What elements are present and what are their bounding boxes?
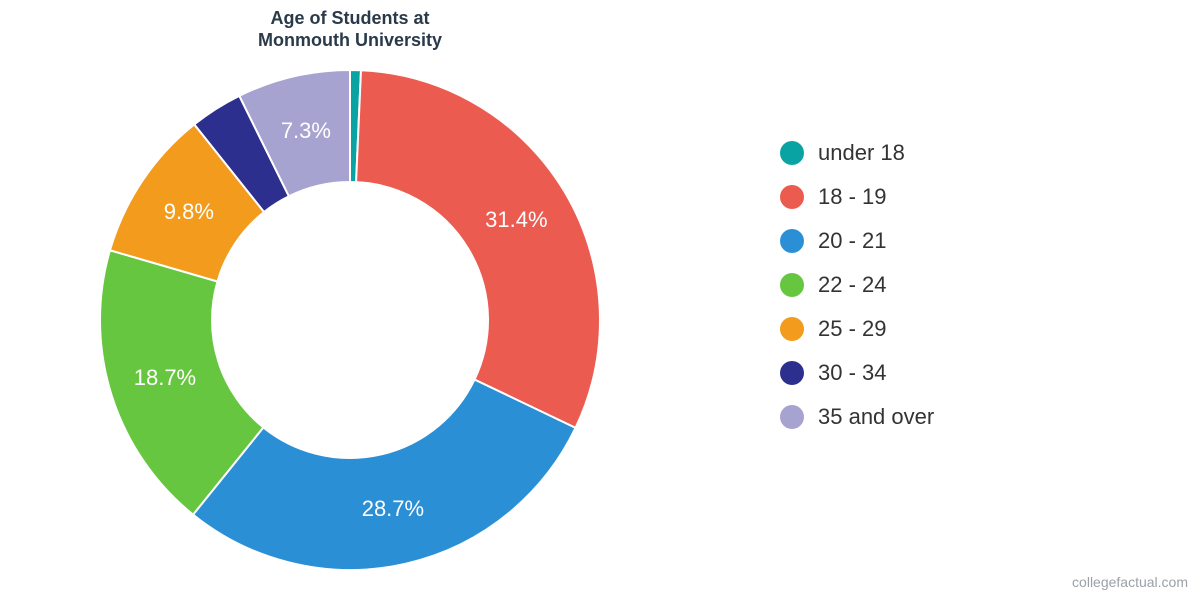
legend: under 18 18 - 19 20 - 21 22 - 24 25 - 29 30 -… [780, 140, 934, 448]
slice-label: 9.8% [164, 199, 214, 225]
legend-item[interactable]: 18 - 19 [780, 184, 934, 210]
chart-title: Age of Students at Monmouth University [0, 8, 700, 51]
legend-label: 35 and over [818, 404, 934, 430]
legend-label: 20 - 21 [818, 228, 887, 254]
legend-item[interactable]: 20 - 21 [780, 228, 934, 254]
legend-label: under 18 [818, 140, 905, 166]
legend-swatch [780, 229, 804, 253]
chart-container: Age of Students at Monmouth University 3… [0, 0, 1200, 600]
legend-swatch [780, 405, 804, 429]
legend-swatch [780, 185, 804, 209]
slice-label: 18.7% [134, 365, 196, 391]
legend-label: 25 - 29 [818, 316, 887, 342]
legend-item[interactable]: under 18 [780, 140, 934, 166]
legend-item[interactable]: 25 - 29 [780, 316, 934, 342]
legend-swatch [780, 361, 804, 385]
donut-slice[interactable] [356, 70, 600, 428]
legend-label: 22 - 24 [818, 272, 887, 298]
legend-label: 18 - 19 [818, 184, 887, 210]
legend-item[interactable]: 35 and over [780, 404, 934, 430]
donut-slice[interactable] [193, 380, 575, 570]
attribution: collegefactual.com [1072, 574, 1188, 590]
donut-chart: 31.4% 28.7% 18.7% 9.8% 7.3% [85, 55, 615, 585]
slice-label: 7.3% [281, 118, 331, 144]
legend-swatch [780, 317, 804, 341]
legend-item[interactable]: 22 - 24 [780, 272, 934, 298]
legend-swatch [780, 273, 804, 297]
legend-label: 30 - 34 [818, 360, 887, 386]
legend-item[interactable]: 30 - 34 [780, 360, 934, 386]
legend-swatch [780, 141, 804, 165]
slice-label: 28.7% [362, 496, 424, 522]
donut-svg [85, 55, 615, 585]
slice-label: 31.4% [485, 207, 547, 233]
